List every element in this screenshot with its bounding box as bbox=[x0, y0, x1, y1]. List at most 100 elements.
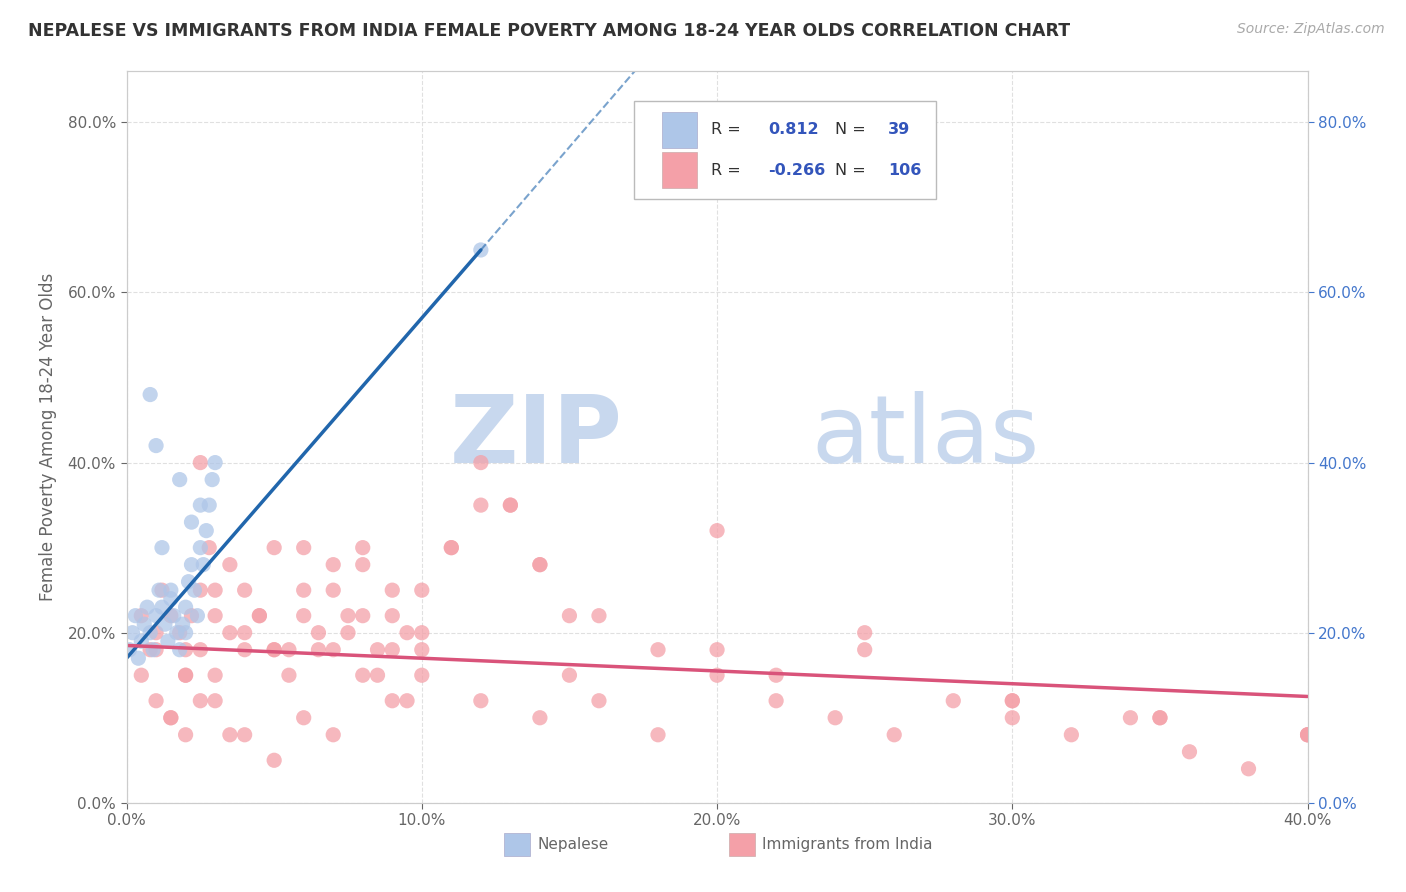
Point bbox=[188, 456, 212, 470]
Point bbox=[204, 668, 226, 682]
Point bbox=[1001, 694, 1024, 708]
Point bbox=[337, 625, 360, 640]
Point bbox=[1149, 711, 1171, 725]
Text: ZIP: ZIP bbox=[450, 391, 623, 483]
Point bbox=[647, 642, 669, 657]
Point bbox=[188, 541, 212, 555]
Text: atlas: atlas bbox=[811, 391, 1040, 483]
Text: -0.266: -0.266 bbox=[768, 162, 825, 178]
Point bbox=[352, 608, 374, 623]
Point bbox=[174, 668, 197, 682]
Point bbox=[588, 608, 610, 623]
Point bbox=[233, 625, 256, 640]
Point bbox=[188, 498, 212, 512]
Text: N =: N = bbox=[835, 122, 872, 137]
Point bbox=[470, 498, 492, 512]
Point bbox=[499, 498, 522, 512]
Point bbox=[529, 711, 551, 725]
Point bbox=[204, 608, 226, 623]
Point bbox=[765, 694, 787, 708]
Point bbox=[174, 642, 197, 657]
Point bbox=[292, 541, 315, 555]
Point bbox=[292, 583, 315, 598]
Point bbox=[160, 608, 183, 623]
Text: 0.812: 0.812 bbox=[768, 122, 818, 137]
Point bbox=[145, 439, 167, 453]
Point bbox=[278, 668, 301, 682]
Point bbox=[883, 728, 905, 742]
Point bbox=[148, 583, 170, 598]
Point bbox=[322, 642, 344, 657]
Point bbox=[1296, 728, 1319, 742]
Point bbox=[1001, 694, 1024, 708]
Point bbox=[204, 456, 226, 470]
Point bbox=[198, 498, 221, 512]
Point bbox=[1296, 728, 1319, 742]
Text: Source: ZipAtlas.com: Source: ZipAtlas.com bbox=[1237, 22, 1385, 37]
Point bbox=[233, 642, 256, 657]
Point bbox=[201, 473, 224, 487]
Point bbox=[588, 694, 610, 708]
Point bbox=[853, 625, 876, 640]
Point bbox=[233, 728, 256, 742]
Point bbox=[381, 608, 404, 623]
Point bbox=[396, 625, 419, 640]
Bar bbox=[662, 152, 697, 188]
Point bbox=[942, 694, 965, 708]
Point bbox=[263, 642, 285, 657]
Point bbox=[1178, 745, 1201, 759]
Point bbox=[174, 600, 197, 615]
Point bbox=[139, 642, 162, 657]
Point bbox=[136, 600, 159, 615]
Point bbox=[308, 625, 330, 640]
Point bbox=[174, 625, 197, 640]
Point bbox=[145, 608, 167, 623]
Point bbox=[198, 541, 221, 555]
Point bbox=[440, 541, 463, 555]
Text: N =: N = bbox=[835, 162, 872, 178]
Point bbox=[188, 694, 212, 708]
Point bbox=[169, 625, 191, 640]
Point bbox=[411, 668, 433, 682]
Point bbox=[263, 642, 285, 657]
Point bbox=[139, 625, 162, 640]
Point bbox=[706, 668, 728, 682]
Point bbox=[177, 574, 200, 589]
Point bbox=[396, 694, 419, 708]
Point bbox=[204, 694, 226, 708]
Point bbox=[160, 591, 183, 606]
Point bbox=[322, 728, 344, 742]
Point bbox=[381, 583, 404, 598]
Point bbox=[163, 608, 186, 623]
Point bbox=[647, 728, 669, 742]
FancyBboxPatch shape bbox=[634, 101, 935, 200]
Point bbox=[145, 625, 167, 640]
Point bbox=[180, 515, 202, 529]
Point bbox=[352, 558, 374, 572]
Point bbox=[172, 617, 194, 632]
Point bbox=[129, 608, 153, 623]
Point bbox=[219, 558, 242, 572]
Point bbox=[263, 541, 285, 555]
Point bbox=[1060, 728, 1083, 742]
Point bbox=[308, 642, 330, 657]
Point bbox=[824, 711, 846, 725]
Point bbox=[219, 728, 242, 742]
Point bbox=[263, 753, 285, 767]
Point bbox=[166, 625, 188, 640]
Point bbox=[249, 608, 271, 623]
Point bbox=[278, 642, 301, 657]
Point bbox=[195, 524, 218, 538]
Point bbox=[558, 668, 581, 682]
Point bbox=[183, 583, 205, 598]
Point bbox=[322, 583, 344, 598]
Point bbox=[558, 608, 581, 623]
Text: R =: R = bbox=[711, 162, 747, 178]
Text: Immigrants from India: Immigrants from India bbox=[762, 837, 932, 852]
Point bbox=[186, 608, 208, 623]
Point bbox=[150, 600, 173, 615]
Point bbox=[188, 583, 212, 598]
Point bbox=[529, 558, 551, 572]
Point bbox=[1296, 728, 1319, 742]
Point bbox=[150, 583, 173, 598]
